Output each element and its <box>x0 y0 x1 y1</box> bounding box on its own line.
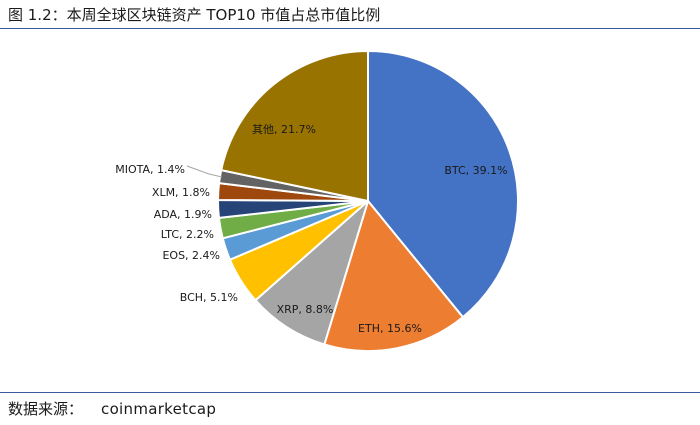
pie-slice-其他 <box>220 50 369 202</box>
data-label-eth: ETH, 15.6% <box>358 322 422 335</box>
data-label-miota: MIOTA, 1.4% <box>115 163 185 176</box>
source-divider <box>0 392 700 393</box>
source-value: coinmarketcap <box>101 400 217 418</box>
source-label: 数据来源： <box>8 400 84 418</box>
data-label-eos: EOS, 2.4% <box>162 249 220 262</box>
figure-caption: 图 1.2：本周全球区块链资产 TOP10 市值占总市值比例 <box>8 6 381 24</box>
data-label-bch: BCH, 5.1% <box>180 291 238 304</box>
pie-data-labels: BTC, 39.1% ETH, 15.6% XRP, 8.8% BCH, 5.1% EO… <box>115 123 507 335</box>
data-label-其他: 其他, 21.7% <box>252 123 316 136</box>
leader-lines <box>186 165 223 178</box>
pie-slice-eth <box>323 200 464 352</box>
pie-slice-btc <box>367 50 519 319</box>
caption-divider <box>0 28 700 29</box>
pie-slice-xrp <box>254 200 369 346</box>
data-label-xlm: XLM, 1.8% <box>152 186 210 199</box>
leader-line-miota <box>186 165 223 178</box>
source-line: 数据来源： coinmarketcap <box>8 399 216 419</box>
data-label-btc: BTC, 39.1% <box>444 164 507 177</box>
data-label-ada: ADA, 1.9% <box>154 208 212 221</box>
pie-slices <box>216 50 519 352</box>
data-label-ltc: LTC, 2.2% <box>161 228 214 241</box>
data-label-xrp: XRP, 8.8% <box>277 303 334 316</box>
